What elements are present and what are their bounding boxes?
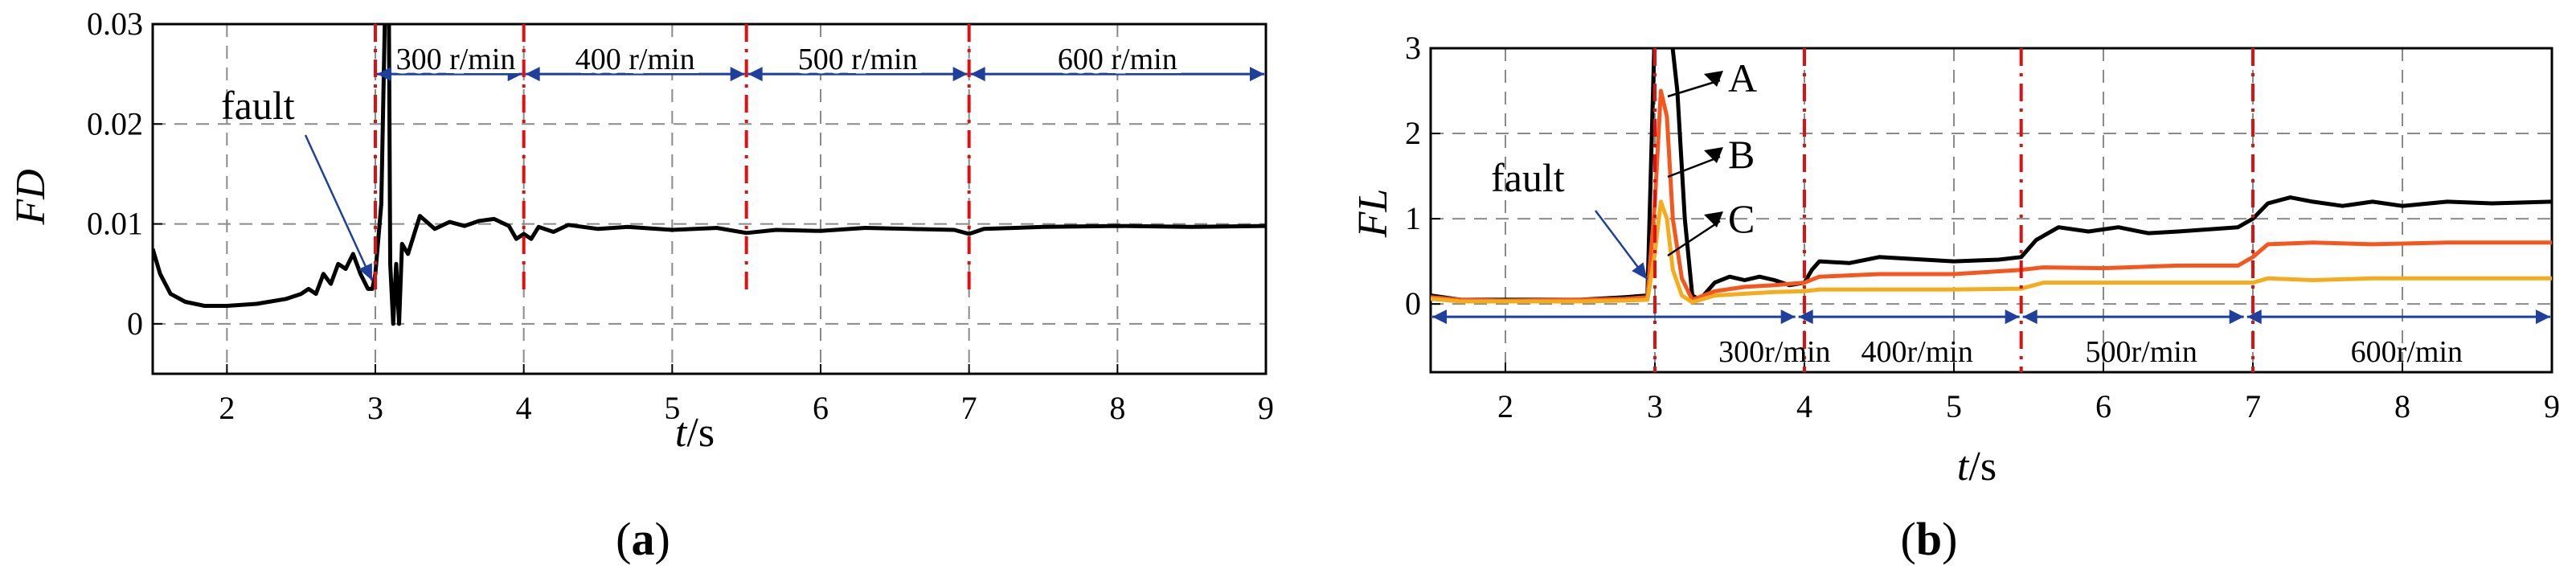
series-callout-arrowhead	[1704, 147, 1723, 163]
speed-span-arrow-left	[747, 67, 763, 82]
speed-region-label: 600r/min	[2351, 335, 2463, 369]
speed-region-label: 500r/min	[2086, 335, 2197, 369]
x-tick-label: 6	[813, 390, 829, 426]
speed-span-arrow-left	[1432, 309, 1447, 325]
x-axis-label-variable: t	[675, 410, 688, 456]
plot-frame	[1429, 47, 2553, 374]
y-tick-label: 0.02	[87, 105, 143, 141]
y-axis-label: FL	[1350, 189, 1396, 239]
x-tick-label: 2	[219, 390, 235, 426]
speed-span-arrow-right	[2229, 309, 2244, 325]
x-tick-label: 5	[664, 390, 680, 426]
panel-label-close: )	[655, 513, 670, 565]
speed-span-arrow-right	[2536, 309, 2550, 325]
speed-region-label: 400 r/min	[575, 43, 695, 76]
speed-span-arrow-right	[730, 67, 745, 82]
series-callout-arrowhead	[1704, 211, 1723, 227]
panel-label: (a)	[616, 513, 670, 565]
series-line-1	[153, 24, 1266, 326]
x-tick-label: 8	[1109, 390, 1125, 426]
y-tick-label: 0.01	[87, 206, 143, 242]
x-tick-label: 7	[961, 390, 977, 426]
series-line-C	[1431, 199, 2552, 305]
speed-span-arrow-left	[2022, 309, 2037, 325]
speed-span-arrow-left	[377, 67, 391, 82]
panel-label-letter: b	[1916, 513, 1942, 565]
y-tick-label: 3	[1405, 30, 1421, 66]
speed-span-arrow-left	[1798, 309, 1813, 325]
x-tick-label: 7	[2245, 388, 2261, 424]
x-tick-label: 9	[1258, 390, 1274, 426]
speed-span-arrow-right	[507, 67, 522, 82]
y-axis-label: FD	[8, 169, 54, 225]
x-axis-label: t/s	[675, 410, 715, 456]
panel-label: (b)	[1901, 513, 1958, 565]
series-line-A	[1431, 48, 2552, 302]
panel-label-letter: a	[632, 513, 655, 565]
y-tick-label: 0.03	[87, 6, 143, 42]
speed-region-label: 500 r/min	[798, 43, 918, 76]
panel-label-close: )	[1942, 513, 1957, 565]
speed-span-arrow-right	[1780, 309, 1796, 325]
x-tick-label: 2	[1497, 388, 1513, 424]
speed-region-label: 300r/min	[1718, 335, 1830, 369]
y-tick-label: 1	[1405, 200, 1421, 236]
fault-annotation: fault	[1491, 155, 1565, 200]
chart-panel-b: 2 3 4 5 6 7 8 9 0 1 2 3 t/s FL 300r/min 400r/min 500r/mi…	[1350, 30, 2560, 565]
series-callout-line	[1667, 155, 1721, 178]
x-axis-label-unit: /s	[686, 410, 715, 456]
speed-span-arrow-left	[970, 67, 985, 82]
speed-span-arrow-right	[1250, 67, 1264, 82]
y-tick-label: 0	[1405, 285, 1421, 322]
x-axis-label-unit: /s	[1968, 444, 1997, 490]
speed-region-label: 400r/min	[1861, 335, 1973, 369]
x-tick-label: 9	[2544, 388, 2560, 424]
fault-arrow-head	[358, 263, 372, 281]
speed-region-label: 600 r/min	[1058, 43, 1177, 76]
series-group	[1431, 48, 2552, 305]
speed-span-arrow-right	[952, 67, 968, 82]
speed-span-arrow-left	[525, 67, 540, 82]
x-tick-label: 6	[2095, 388, 2111, 424]
series-label: A	[1728, 55, 1757, 100]
series-line-B	[1431, 88, 2552, 303]
x-tick-label: 3	[367, 390, 383, 426]
x-tick-label: 5	[1946, 388, 1962, 424]
panel-label-open: (	[616, 513, 631, 565]
y-tick-label: 0	[127, 305, 143, 342]
x-axis-label-variable: t	[1957, 444, 1970, 490]
x-axis-label: t/s	[1957, 444, 1997, 490]
y-tick-label: 2	[1405, 115, 1421, 151]
series-label: C	[1728, 196, 1755, 241]
x-tick-label: 8	[2394, 388, 2410, 424]
series-callout-line	[1667, 79, 1721, 98]
panel-label-open: (	[1901, 513, 1916, 565]
speed-span-arrow-left	[2246, 309, 2262, 325]
plot-frame	[151, 23, 1268, 375]
x-tick-label: 4	[516, 390, 532, 426]
series-callout-line	[1667, 219, 1721, 257]
series-label: B	[1728, 132, 1755, 177]
x-tick-label: 3	[1647, 388, 1663, 424]
speed-span-arrow-right	[2005, 309, 2020, 325]
x-tick-label: 4	[1796, 388, 1812, 424]
series-group	[153, 24, 1266, 326]
series-callout-arrowhead	[1704, 71, 1723, 87]
chart-panel-a: 2 3 4 5 6 7 8 9 0 0.01 0.02 0.03 t/s FD 300 r/min 400 r…	[8, 6, 1274, 565]
speed-region-label: 300 r/min	[396, 43, 516, 76]
fault-annotation: fault	[221, 83, 295, 128]
fault-arrow-line	[304, 134, 374, 281]
fault-arrow-head	[1632, 262, 1648, 280]
